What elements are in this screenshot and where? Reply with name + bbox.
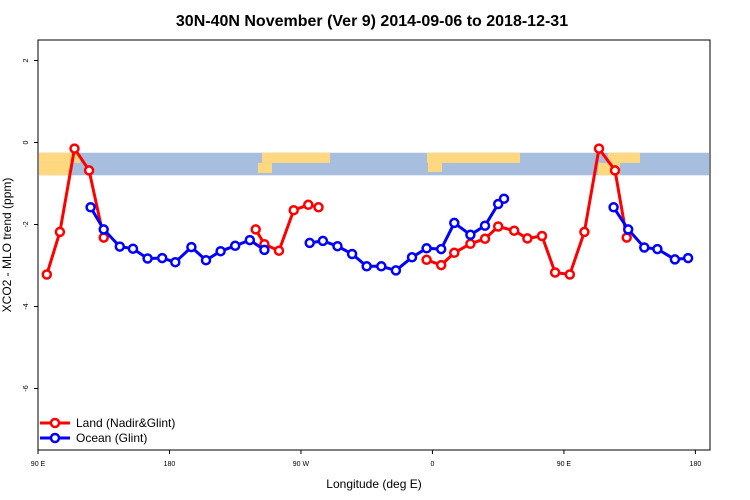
x-tick-label: 90 E [557,461,572,468]
data-point [98,224,109,235]
x-tick-label: 180 [690,461,702,468]
data-point [69,143,80,154]
map-land [262,152,330,163]
data-point [376,261,387,272]
data-point [361,261,372,272]
legend: Land (Nadir&Glint) Ocean (Glint) [40,416,175,445]
data-point [156,252,168,264]
data-point [421,243,432,254]
x-tick-label: 90 E [31,461,46,468]
map-land [39,152,80,163]
x-tick-label: 180 [164,461,176,468]
data-point [127,243,139,254]
y-tick-label: -2 [23,221,30,227]
data-point [652,243,663,255]
data-point [200,254,212,266]
series-ocean [85,193,694,276]
data-point [522,233,533,244]
data-point [564,269,576,280]
y-axis: 2 0 -2 -4 -6 [23,58,38,392]
data-point [639,242,650,253]
data-point [406,252,418,263]
data-point [390,265,402,276]
map-land [39,162,72,176]
legend-land-marker [49,417,61,429]
data-point [435,243,447,255]
data-point [54,226,66,238]
data-point [435,259,447,271]
data-point [492,221,504,232]
x-axis: 90 E 180 90 W 0 90 E 180 [31,450,702,468]
data-point [449,247,460,259]
series-line [89,206,266,264]
world-map-band [39,152,709,176]
data-point [449,217,460,229]
map-land [608,152,640,163]
y-tick-label: 2 [23,58,30,62]
y-tick-label: -6 [23,385,30,391]
x-tick-label: 0 [430,461,434,468]
legend-ocean-label: Ocean (Glint) [76,431,147,445]
data-point [332,240,343,252]
data-point [609,165,621,176]
data-point [85,202,96,213]
data-point [621,232,632,243]
map-land [258,162,272,174]
data-point [250,224,261,235]
data-point [98,232,109,243]
data-point [215,245,226,257]
data-point [304,237,315,249]
data-point [259,244,270,256]
data-point [229,240,241,252]
data-point [479,233,491,245]
data-point [498,193,510,204]
data-point [244,234,256,246]
data-point [303,199,314,211]
data-point [83,165,95,176]
series-land [41,143,632,280]
y-axis-label: XCO2 - MLO trend (ppm) [0,178,14,313]
plot-frame [37,39,711,451]
data-point [669,254,681,265]
legend-ocean-marker [49,432,61,444]
legend-land-label: Land (Nadir&Glint) [76,416,175,430]
data-point [186,241,197,253]
data-point [317,235,329,247]
data-point [479,220,491,231]
chart-title: 30N-40N November (Ver 9) 2014-09-06 to 2… [176,13,568,30]
data-point [114,241,126,252]
x-axis-label: Longitude (deg E) [326,477,421,491]
data-point [579,226,590,238]
data-point [536,230,548,242]
series-layer [41,143,694,280]
map-land [428,162,442,172]
data-point [142,253,153,264]
y-tick-label: -4 [23,303,30,309]
data-point [313,202,324,213]
y-tick-label: 0 [23,140,30,144]
data-point [41,269,53,280]
data-point [346,248,358,260]
data-point [682,252,694,264]
x-tick-label: 90 W [293,461,310,468]
data-point [593,143,605,154]
data-point [273,245,285,256]
data-point [549,267,561,278]
map-ocean [39,152,709,176]
data-point [465,238,476,250]
data-point [608,202,619,213]
data-point [288,204,299,216]
data-point [465,229,476,241]
data-point [421,254,432,266]
data-point [622,224,634,235]
data-point [508,225,520,236]
data-point [170,256,181,268]
map-land [427,152,520,163]
